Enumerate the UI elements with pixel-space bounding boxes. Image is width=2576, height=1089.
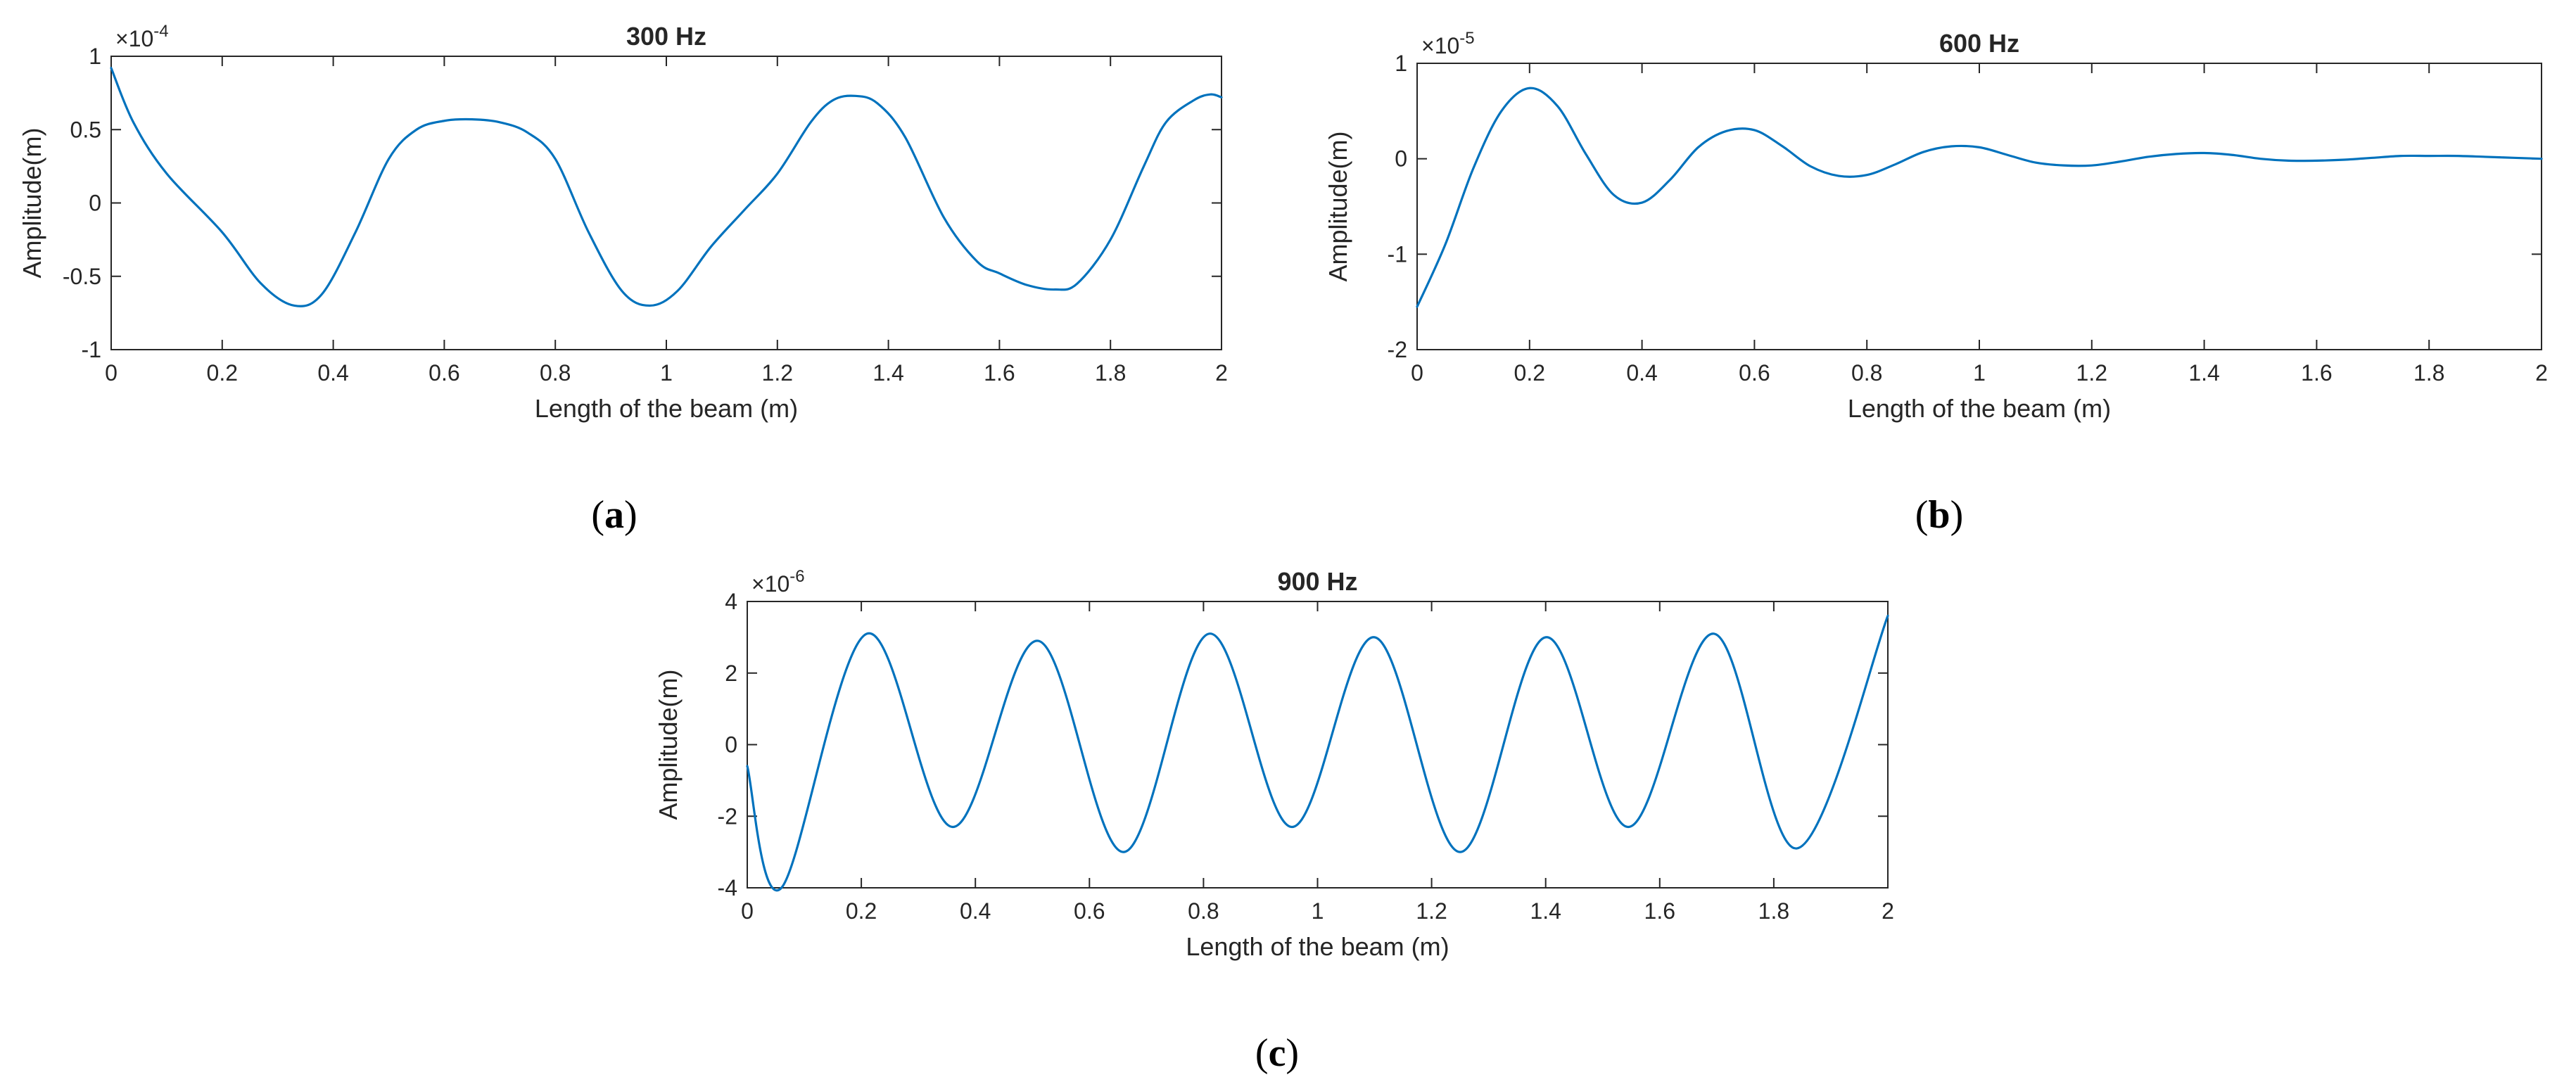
y-tick-label: -1 <box>82 337 101 362</box>
x-tick-label: 0.8 <box>540 360 571 386</box>
chart-panel-a: 0 0.2 0.4 0.6 0.8 1 1.2 1.4 1.6 1.8 2 -1 -0.5 0 0.5 1 ×1… <box>18 22 1228 537</box>
panel-label: (b) <box>1915 493 1963 537</box>
axis-exponent: ×10-4 <box>115 22 169 51</box>
plot-area <box>747 601 1889 889</box>
x-tick-label: 1.4 <box>1530 898 1561 924</box>
x-axis-label: Length of the beam (m) <box>535 394 798 423</box>
y-tick-label: 0 <box>1395 146 1407 172</box>
axis-exponent-base: ×10 <box>115 26 153 51</box>
x-tick-label: 1 <box>1973 360 1986 386</box>
panel-label: (c) <box>1255 1031 1299 1075</box>
x-tick-label: 1.8 <box>1095 360 1126 386</box>
x-tick-label: 0.8 <box>1188 898 1219 924</box>
y-tick-label: -2 <box>1388 337 1407 362</box>
x-tick-label: 0.4 <box>1626 360 1657 386</box>
plot-area <box>110 56 1222 350</box>
plot-area <box>1416 63 2542 350</box>
x-tick-label: 1.6 <box>2301 360 2332 386</box>
axis-exponent: ×10-5 <box>1421 29 1475 58</box>
x-tick-label: 1.2 <box>1416 898 1447 924</box>
y-tick-label: -4 <box>718 875 737 900</box>
y-tick-label: 1 <box>89 44 101 69</box>
chart-title: 300 Hz <box>626 22 706 51</box>
x-tick-label: 2 <box>2535 360 2548 386</box>
x-tick-label: 0.4 <box>317 360 348 386</box>
x-tick-label: 1 <box>660 360 673 386</box>
chart-title: 600 Hz <box>1939 29 2019 58</box>
x-tick-label: 1.6 <box>1644 898 1675 924</box>
axis-exponent: ×10-6 <box>751 567 805 597</box>
x-tick-label: 2 <box>1882 898 1894 924</box>
axis-exponent-power: -5 <box>1459 29 1474 48</box>
y-tick-label: 0 <box>725 732 737 758</box>
series-line-amplitude <box>110 67 1223 307</box>
x-tick-label: 0.2 <box>846 898 877 924</box>
x-tick-label: 0 <box>1411 360 1423 386</box>
y-tick-label: -1 <box>1388 241 1407 267</box>
series-line-amplitude <box>1416 87 2543 308</box>
x-tick-label: 2 <box>1215 360 1228 386</box>
panel-label: (a) <box>591 493 637 537</box>
chart-panel-b: 0 0.2 0.4 0.6 0.8 1 1.2 1.4 1.6 1.8 2 -2 -1 0 1 ×10-5 60… <box>1324 29 2548 537</box>
series-line-amplitude <box>746 614 1889 892</box>
x-tick-label: 0.6 <box>1074 898 1105 924</box>
y-axis-label: Amplitude(m) <box>18 127 46 278</box>
axis-exponent-base: ×10 <box>1421 33 1459 58</box>
y-tick-label: 0.5 <box>70 117 101 142</box>
chart-title: 900 Hz <box>1277 567 1357 596</box>
x-tick-label: 1.2 <box>762 360 793 386</box>
y-axis-label: Amplitude(m) <box>654 669 683 820</box>
y-tick-label: 0 <box>89 191 101 216</box>
panel-letter: c <box>1269 1031 1286 1075</box>
x-tick-label: 0.2 <box>207 360 238 386</box>
panel-letter: a <box>604 493 624 537</box>
x-tick-label: 1.4 <box>2188 360 2219 386</box>
y-tick-label: 1 <box>1395 51 1407 76</box>
y-tick-label: -0.5 <box>63 264 101 289</box>
x-tick-label: 1 <box>1312 898 1324 924</box>
y-tick-label: -2 <box>718 803 737 829</box>
y-tick-label: 2 <box>725 661 737 686</box>
axis-exponent-power: -4 <box>153 22 168 41</box>
x-tick-label: 0.6 <box>429 360 459 386</box>
panel-letter: b <box>1928 493 1950 537</box>
x-tick-label: 1.8 <box>2413 360 2444 386</box>
x-tick-label: 0.2 <box>1514 360 1545 386</box>
x-tick-label: 1.6 <box>984 360 1015 386</box>
axis-exponent-base: ×10 <box>751 571 789 597</box>
chart-panel-c: 0 0.2 0.4 0.6 0.8 1 1.2 1.4 1.6 1.8 2 -4 -2 0 2 4 ×10-6 9… <box>654 567 1894 1075</box>
x-tick-label: 1.4 <box>873 360 903 386</box>
x-axis-label: Length of the beam (m) <box>1848 394 2111 423</box>
x-tick-label: 0 <box>105 360 118 386</box>
x-tick-label: 0.8 <box>1851 360 1882 386</box>
x-tick-label: 1.2 <box>2076 360 2107 386</box>
x-tick-label: 0.6 <box>1739 360 1770 386</box>
x-tick-label: 0.4 <box>960 898 991 924</box>
x-tick-label: 1.8 <box>1758 898 1789 924</box>
y-axis-label: Amplitude(m) <box>1324 131 1352 281</box>
x-tick-label: 0 <box>741 898 754 924</box>
axis-exponent-power: -6 <box>789 567 804 586</box>
y-tick-label: 4 <box>725 589 737 614</box>
x-axis-label: Length of the beam (m) <box>1186 932 1449 961</box>
